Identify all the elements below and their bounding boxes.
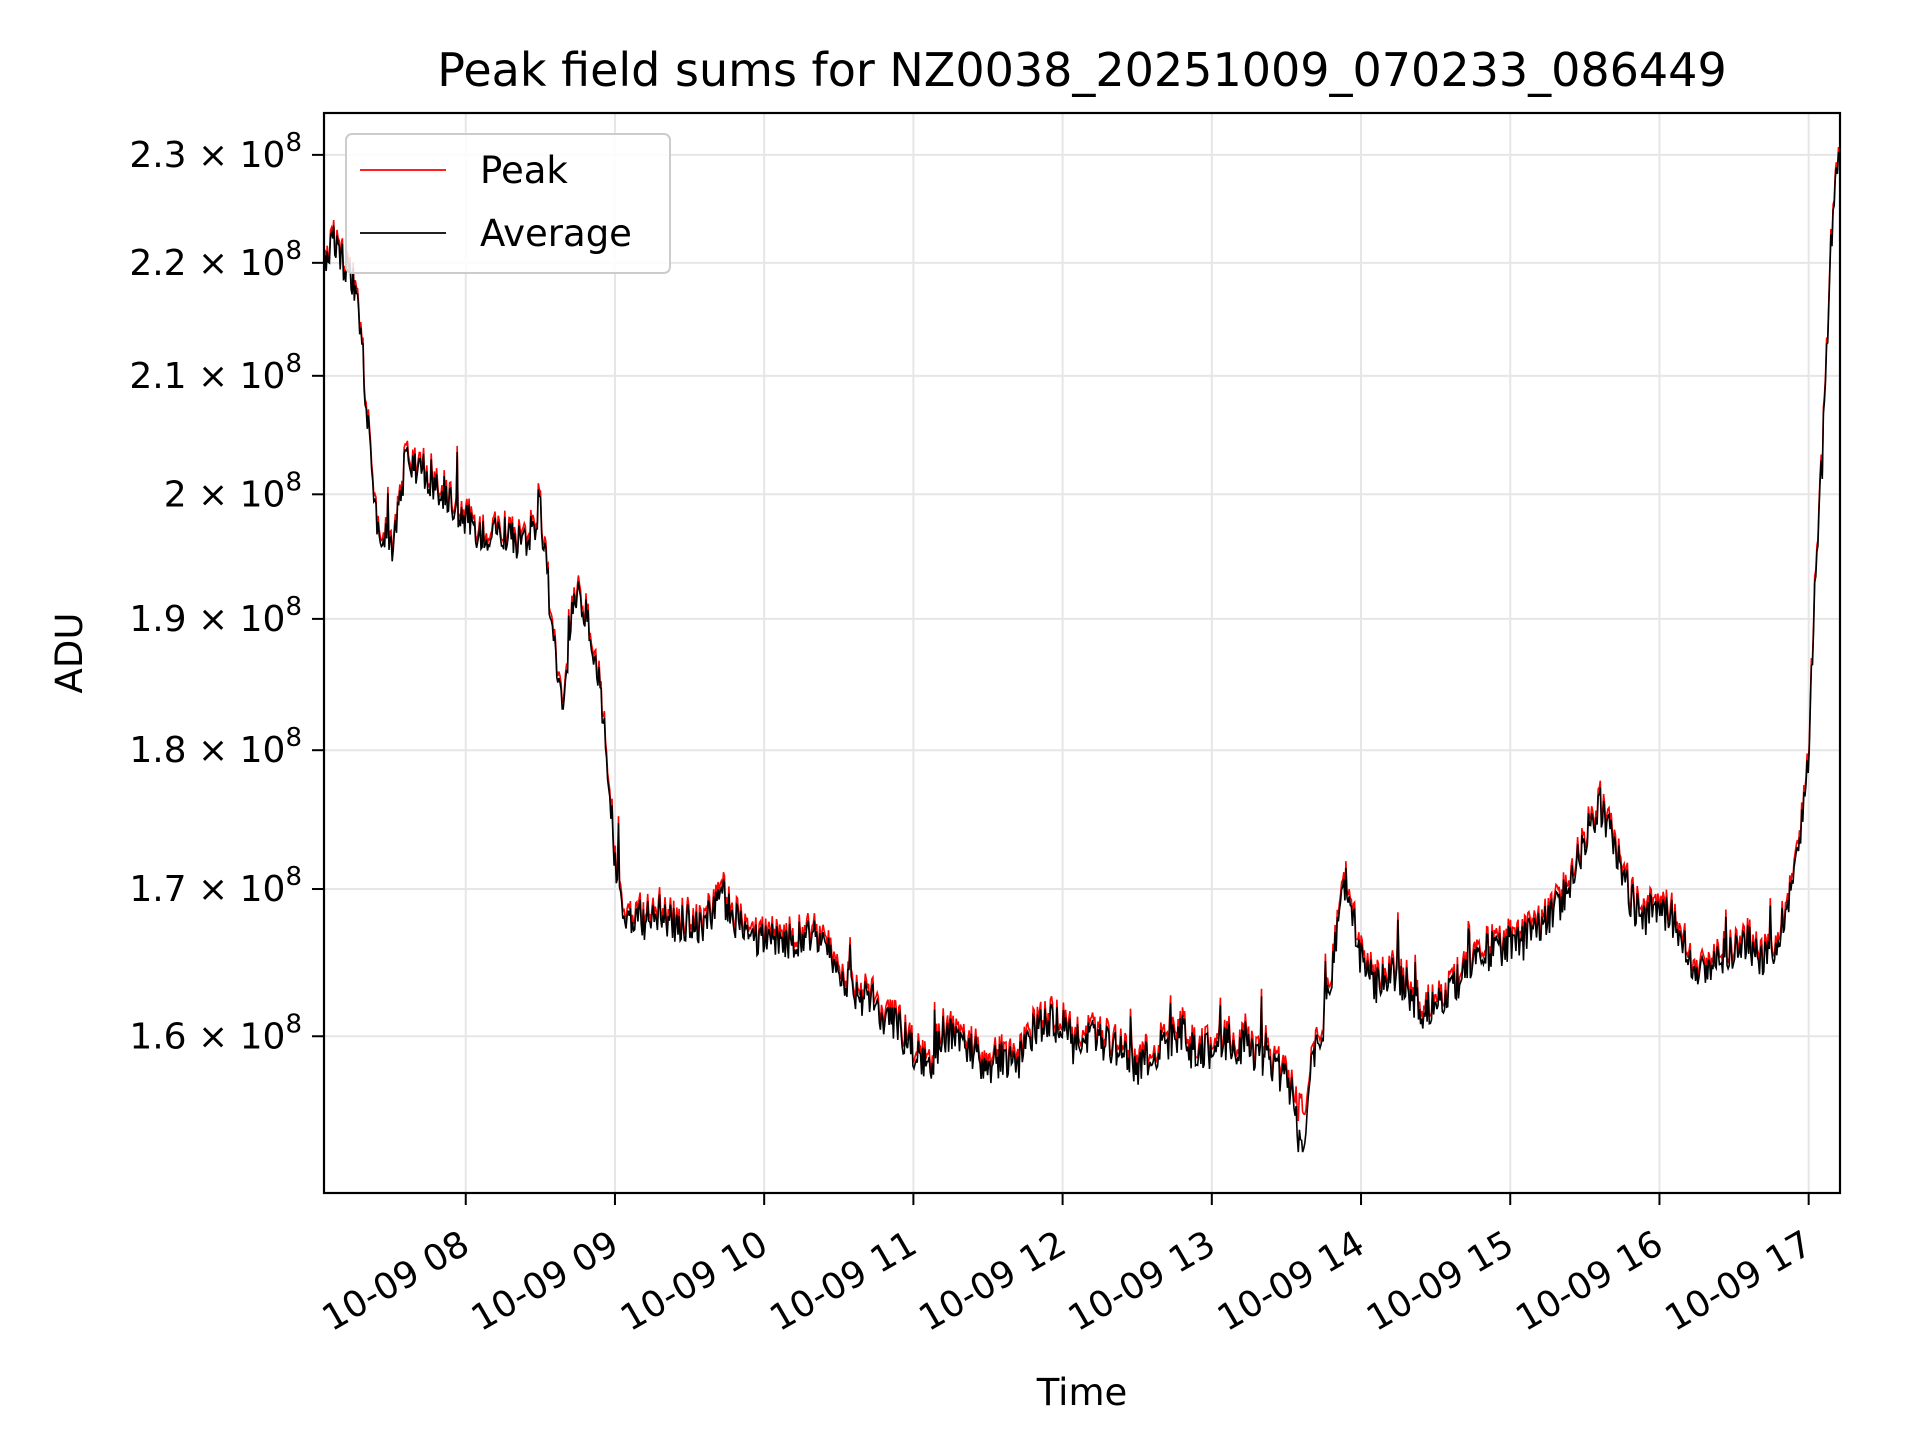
y-axis-ticks: 1.6 × 108 1.7 × 108 1.8 × 108 1.9 × 108 2 × … <box>129 128 324 1057</box>
legend: Peak Average <box>345 133 671 274</box>
x-tick-label: 10-09 15 <box>1360 1223 1521 1339</box>
x-tick-label: 10-09 14 <box>1211 1223 1372 1339</box>
y-tick-label: 1.9 × 108 <box>129 592 302 640</box>
x-tick-label: 10-09 12 <box>912 1223 1073 1339</box>
series-line-average <box>324 152 1840 1153</box>
gridlines <box>324 113 1840 1193</box>
y-axis-label: ADU <box>48 613 91 694</box>
series-line-peak <box>324 146 1840 1122</box>
y-tick-label: 2.3 × 108 <box>129 128 302 176</box>
x-tick-label: 10-09 17 <box>1658 1223 1819 1339</box>
x-tick-label: 10-09 16 <box>1509 1223 1670 1339</box>
y-tick-label: 2.2 × 108 <box>129 236 302 284</box>
y-tick-label: 1.8 × 108 <box>129 723 302 771</box>
y-tick-label: 2.1 × 108 <box>129 349 302 397</box>
x-tick-label: 10-09 10 <box>614 1223 775 1339</box>
x-tick-label: 10-09 08 <box>316 1223 477 1339</box>
x-tick-label: 10-09 13 <box>1062 1223 1223 1339</box>
legend-label-peak: Peak <box>480 149 568 192</box>
plot-frame <box>322 111 1842 1195</box>
plot-lines <box>324 146 1840 1153</box>
x-tick-label: 10-09 09 <box>465 1223 626 1339</box>
x-tick-label: 10-09 11 <box>763 1223 924 1339</box>
legend-label-average: Average <box>480 212 632 255</box>
y-tick-label: 2 × 108 <box>164 467 302 515</box>
y-tick-label: 1.7 × 108 <box>129 862 302 910</box>
chart-title: Peak field sums for NZ0038_20251009_0702… <box>437 43 1726 97</box>
x-axis-label: Time <box>1036 1371 1128 1414</box>
y-tick-label: 1.6 × 108 <box>129 1009 302 1057</box>
legend-box <box>345 133 671 274</box>
